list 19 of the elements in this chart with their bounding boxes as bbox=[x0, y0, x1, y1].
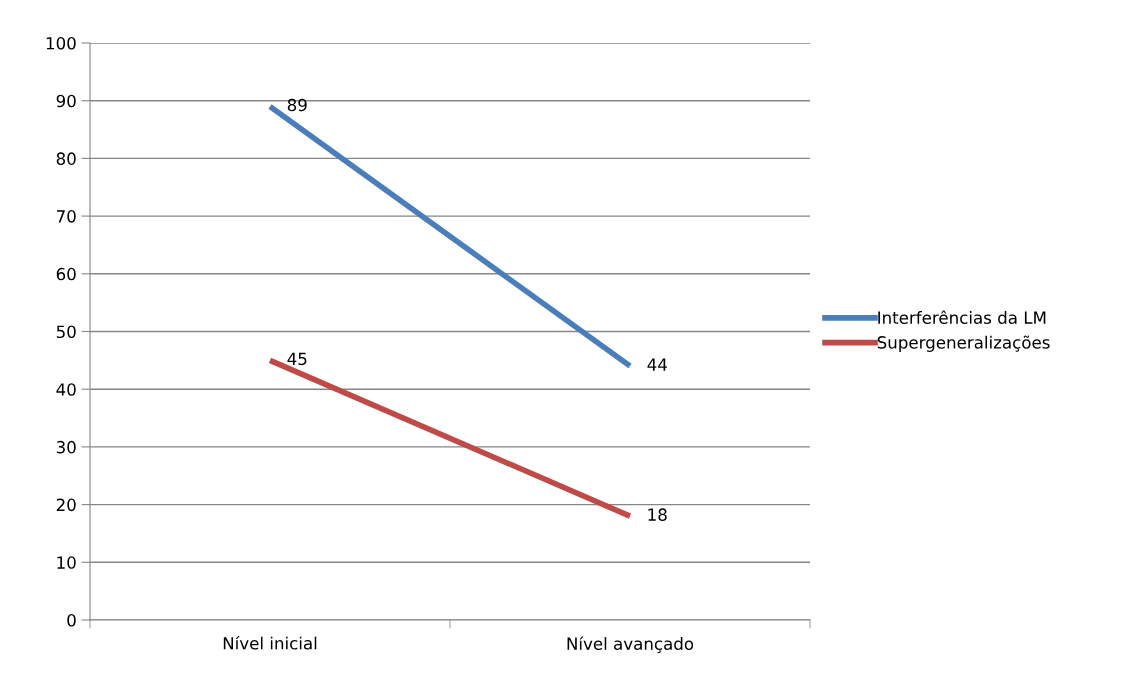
y-tick-label: 20 bbox=[56, 498, 76, 512]
legend-label: Supergeneralizações bbox=[877, 335, 1050, 352]
data-label: 89 bbox=[287, 98, 307, 112]
y-tick-label: 80 bbox=[56, 152, 76, 165]
y-tick-label: 70 bbox=[56, 210, 76, 223]
data-label: 45 bbox=[287, 352, 307, 366]
y-tick-label: 100 bbox=[46, 36, 76, 50]
y-tick-label: 40 bbox=[56, 383, 76, 396]
y-tick-label: 0 bbox=[67, 613, 76, 627]
y-tick-label: 90 bbox=[56, 94, 76, 108]
legend-label: Interferências da LM bbox=[878, 310, 1046, 324]
y-tick-label: 60 bbox=[56, 267, 76, 281]
data-label: 44 bbox=[647, 358, 667, 371]
data-label: 18 bbox=[648, 508, 667, 521]
x-tick-label: Nível avançado bbox=[567, 636, 694, 653]
y-tick-label: 10 bbox=[57, 556, 76, 569]
y-tick-label: 50 bbox=[56, 325, 76, 339]
x-tick-label: Nível inicial bbox=[223, 636, 317, 650]
y-tick-label: 30 bbox=[56, 440, 76, 454]
